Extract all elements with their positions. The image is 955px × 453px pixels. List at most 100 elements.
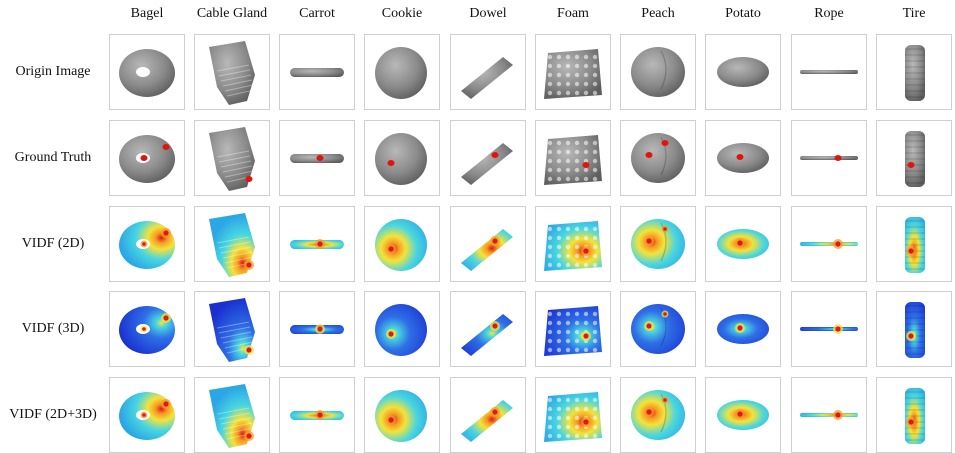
- object-render-icon: [461, 57, 513, 99]
- object-render-icon: [290, 410, 344, 420]
- result-cell-cookie-1: [364, 120, 440, 196]
- result-cell-cookie-2: [364, 206, 440, 282]
- result-cell-peach-2: [620, 206, 696, 282]
- column-header-cable-gland: Cable Gland: [196, 6, 268, 21]
- result-cell-cookie-4: [364, 377, 440, 453]
- object-render-icon: [631, 133, 685, 183]
- row-header-4: VIDF (2D+3D): [9, 407, 97, 422]
- object-render-icon: [119, 306, 175, 354]
- result-cell-potato-2: [705, 206, 781, 282]
- object-render-icon: [461, 229, 513, 271]
- result-cell-foam-4: [535, 377, 611, 453]
- object-render-icon: [290, 68, 344, 77]
- result-cell-peach-1: [620, 120, 696, 196]
- object-render-icon: [290, 239, 344, 249]
- result-cell-bagel-4: [109, 377, 185, 453]
- result-cell-potato-4: [705, 377, 781, 453]
- result-cell-foam-1: [535, 120, 611, 196]
- row-header-2: VIDF (2D): [21, 236, 85, 251]
- object-render-icon: [905, 45, 925, 101]
- object-render-icon: [461, 314, 513, 356]
- column-header-potato: Potato: [725, 6, 761, 21]
- object-render-icon: [209, 127, 255, 191]
- result-cell-foam-0: [535, 34, 611, 110]
- object-render-icon: [119, 221, 175, 269]
- object-render-icon: [631, 304, 685, 354]
- result-cell-cable-gland-3: [194, 291, 270, 367]
- object-render-icon: [800, 410, 858, 420]
- result-cell-dowel-0: [450, 34, 526, 110]
- object-render-icon: [209, 41, 255, 105]
- column-header-dowel: Dowel: [469, 6, 507, 21]
- object-render-icon: [717, 143, 769, 173]
- result-cell-foam-3: [535, 291, 611, 367]
- object-render-icon: [375, 219, 427, 271]
- object-render-icon: [375, 133, 427, 185]
- result-cell-rope-3: [791, 291, 867, 367]
- result-cell-cable-gland-4: [194, 377, 270, 453]
- result-cell-tire-1: [876, 120, 952, 196]
- column-header-cookie: Cookie: [381, 6, 423, 21]
- result-cell-peach-0: [620, 34, 696, 110]
- object-render-icon: [290, 324, 344, 334]
- object-render-icon: [905, 302, 925, 358]
- result-cell-tire-3: [876, 291, 952, 367]
- result-cell-carrot-1: [279, 120, 355, 196]
- object-render-icon: [800, 239, 858, 249]
- column-header-bagel: Bagel: [130, 6, 164, 21]
- result-cell-carrot-3: [279, 291, 355, 367]
- object-render-icon: [800, 324, 858, 334]
- result-cell-tire-0: [876, 34, 952, 110]
- object-render-icon: [290, 154, 344, 163]
- object-render-icon: [375, 47, 427, 99]
- result-cell-bagel-0: [109, 34, 185, 110]
- result-cell-potato-1: [705, 120, 781, 196]
- result-cell-cookie-3: [364, 291, 440, 367]
- result-cell-carrot-2: [279, 206, 355, 282]
- result-cell-cable-gland-1: [194, 120, 270, 196]
- result-cell-dowel-3: [450, 291, 526, 367]
- result-cell-tire-4: [876, 377, 952, 453]
- result-cell-cookie-0: [364, 34, 440, 110]
- result-cell-cable-gland-0: [194, 34, 270, 110]
- result-cell-carrot-4: [279, 377, 355, 453]
- object-render-icon: [375, 304, 427, 356]
- result-cell-dowel-2: [450, 206, 526, 282]
- object-render-icon: [717, 229, 769, 259]
- result-cell-bagel-2: [109, 206, 185, 282]
- result-cell-bagel-3: [109, 291, 185, 367]
- column-header-tire: Tire: [902, 6, 926, 21]
- column-header-carrot: Carrot: [299, 6, 335, 21]
- row-header-0: Origin Image: [15, 64, 91, 79]
- result-cell-rope-0: [791, 34, 867, 110]
- object-render-icon: [905, 131, 925, 187]
- result-cell-potato-0: [705, 34, 781, 110]
- object-render-icon: [631, 47, 685, 97]
- object-render-icon: [717, 314, 769, 344]
- result-cell-dowel-4: [450, 377, 526, 453]
- result-cell-cable-gland-2: [194, 206, 270, 282]
- result-cell-peach-3: [620, 291, 696, 367]
- object-render-icon: [209, 213, 255, 277]
- object-render-icon: [717, 400, 769, 430]
- result-cell-carrot-0: [279, 34, 355, 110]
- result-cell-rope-2: [791, 206, 867, 282]
- object-render-icon: [119, 49, 175, 97]
- object-render-icon: [544, 392, 602, 442]
- object-render-icon: [544, 135, 602, 185]
- object-render-icon: [544, 49, 602, 99]
- result-cell-dowel-1: [450, 120, 526, 196]
- object-render-icon: [375, 390, 427, 442]
- column-header-peach: Peach: [641, 6, 675, 21]
- object-render-icon: [800, 155, 858, 161]
- object-render-icon: [631, 390, 685, 440]
- object-render-icon: [461, 143, 513, 185]
- row-header-1: Ground Truth: [14, 150, 92, 165]
- object-render-icon: [905, 217, 925, 273]
- object-render-icon: [119, 392, 175, 440]
- result-cell-rope-1: [791, 120, 867, 196]
- object-render-icon: [905, 388, 925, 444]
- object-render-icon: [717, 57, 769, 87]
- object-render-icon: [209, 298, 255, 362]
